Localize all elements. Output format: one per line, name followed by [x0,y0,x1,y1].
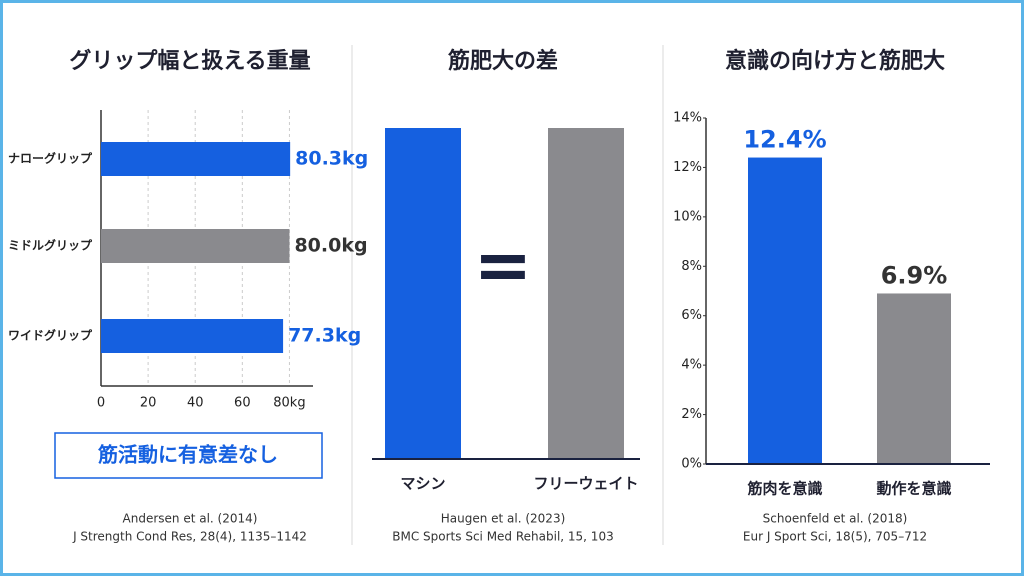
annotation: 筋活動に有意差なし [98,443,278,467]
x-tick-label: 40 [187,396,204,411]
value-label: 77.3kg [288,325,361,347]
annotation-box [54,432,323,479]
x-tick-label: 0 [97,396,105,411]
category-label: フリーウェイト [533,475,638,493]
value-label: 80.3kg [295,148,368,170]
x-tick-label: 20 [140,396,157,411]
x-tick-label: 80kg [273,396,305,411]
y-tick-label: 8% [681,259,702,274]
source: Andersen et al. (2014) [123,512,258,526]
category-label: 動作を意識 [876,480,951,498]
source: BMC Sports Sci Med Rehabil, 15, 103 [392,530,613,544]
category-label: マシン [400,475,445,493]
y-tick-label: 2% [681,407,702,422]
category-label: ナローグリップ [8,151,93,166]
y-tick-label: 6% [681,308,702,323]
chart-title: 筋肥大の差 [447,48,558,74]
value-label: 6.9% [881,261,948,289]
source: Schoenfeld et al. (2018) [763,512,908,526]
source: Haugen et al. (2023) [441,512,566,526]
bar [101,142,291,176]
x-tick-label: 60 [234,396,251,411]
category-label: ワイドグリップ [8,328,93,343]
source: Eur J Sport Sci, 18(5), 705–712 [743,530,927,544]
category-label: 筋肉を意識 [746,480,822,498]
y-tick-label: 4% [681,358,702,373]
y-tick-label: 10% [673,209,702,224]
chart-title: 意識の向け方と筋肥大 [725,48,945,74]
source: J Strength Cond Res, 28(4), 1135–1142 [72,530,307,544]
y-tick-label: 0% [681,457,702,472]
chart-title: グリップ幅と扱える重量 [69,48,310,74]
equals-sign: = [474,224,533,306]
bar [385,128,461,459]
bar [101,319,284,353]
value-label: 80.0kg [294,235,367,257]
bar [101,229,290,263]
y-tick-label: 14% [673,111,702,126]
bar [748,157,822,465]
y-tick-label: 12% [673,160,702,175]
category-label: ミドルグリップ [8,238,93,253]
bar [877,293,951,464]
value-label: 12.4% [743,126,826,154]
bar [548,128,624,459]
